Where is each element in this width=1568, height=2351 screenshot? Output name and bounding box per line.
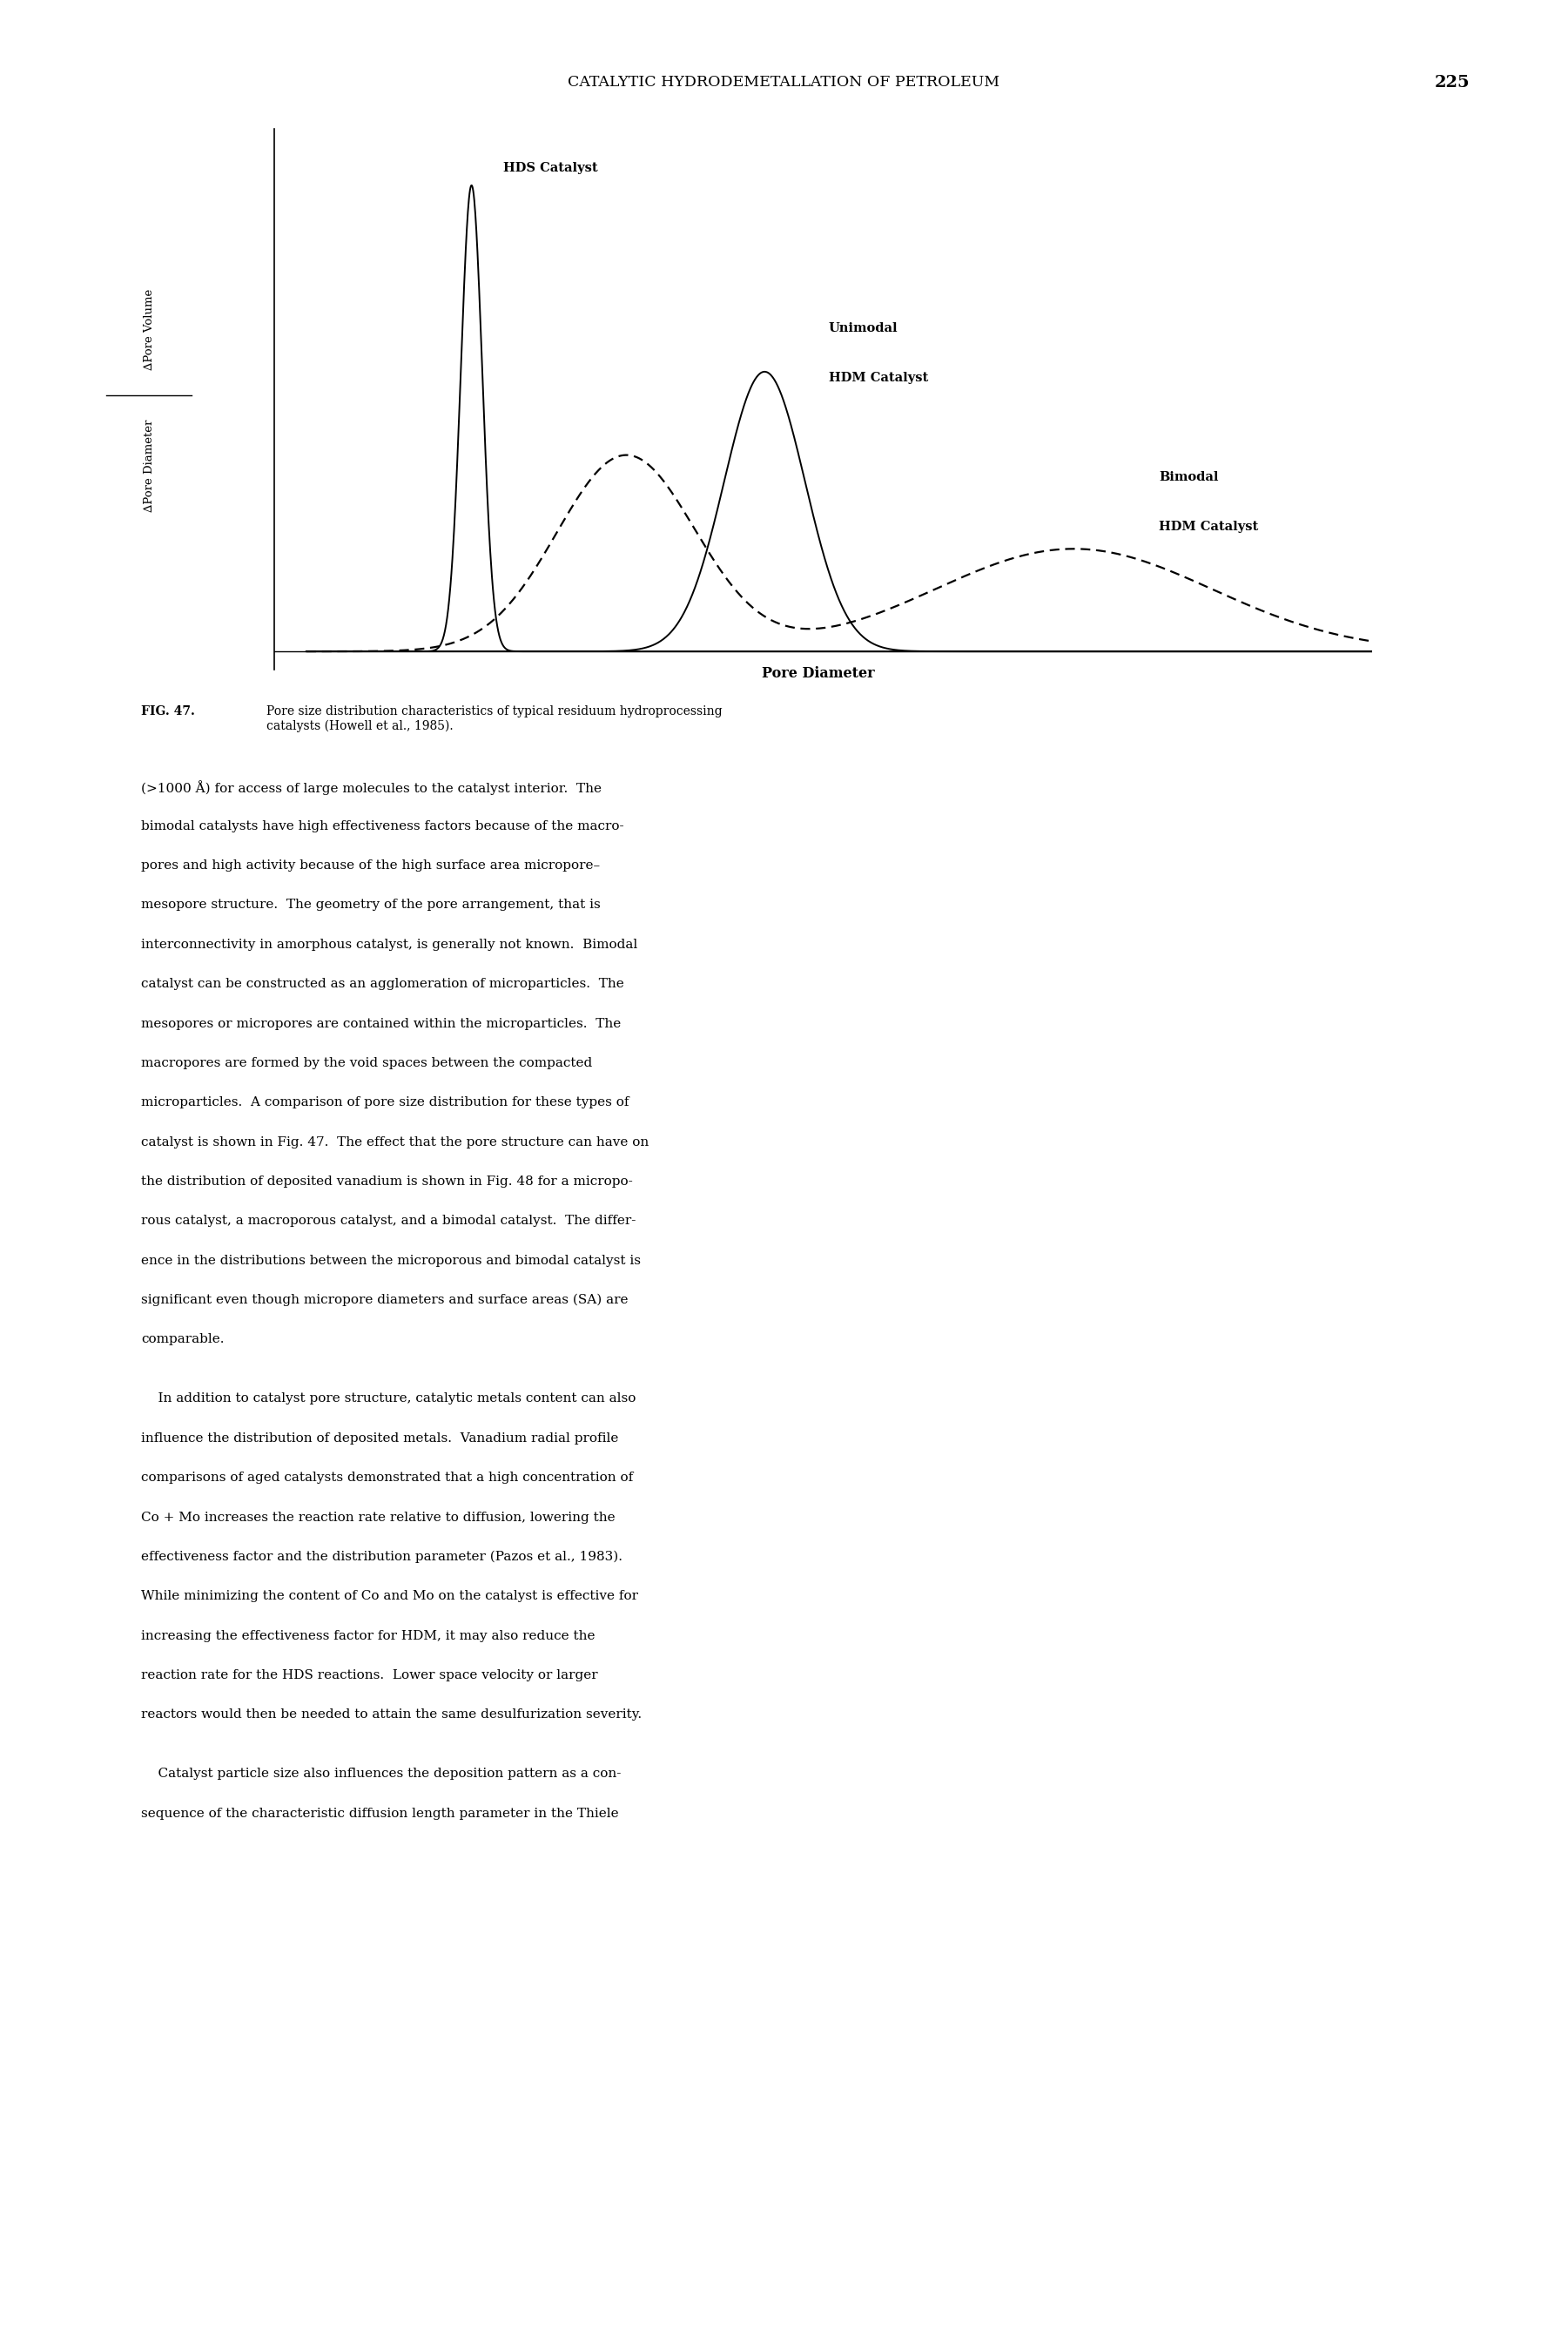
Text: mesopores or micropores are contained within the microparticles.  The: mesopores or micropores are contained wi… bbox=[141, 1018, 621, 1030]
Text: mesopore structure.  The geometry of the pore arrangement, that is: mesopore structure. The geometry of the … bbox=[141, 898, 601, 912]
Text: Unimodal: Unimodal bbox=[828, 322, 898, 334]
Text: pores and high activity because of the high surface area micropore–: pores and high activity because of the h… bbox=[141, 860, 601, 872]
Text: Co + Mo increases the reaction rate relative to diffusion, lowering the: Co + Mo increases the reaction rate rela… bbox=[141, 1512, 615, 1523]
Text: significant even though micropore diameters and surface areas (SA) are: significant even though micropore diamet… bbox=[141, 1293, 629, 1307]
Text: Pore Diameter: Pore Diameter bbox=[762, 665, 875, 682]
Text: sequence of the characteristic diffusion length parameter in the Thiele: sequence of the characteristic diffusion… bbox=[141, 1808, 619, 1820]
Text: Bimodal: Bimodal bbox=[1159, 473, 1218, 484]
Text: reaction rate for the HDS reactions.  Lower space velocity or larger: reaction rate for the HDS reactions. Low… bbox=[141, 1669, 597, 1681]
Text: comparisons of aged catalysts demonstrated that a high concentration of: comparisons of aged catalysts demonstrat… bbox=[141, 1472, 633, 1483]
Text: ence in the distributions between the microporous and bimodal catalyst is: ence in the distributions between the mi… bbox=[141, 1255, 641, 1267]
Text: catalyst is shown in Fig. 47.  The effect that the pore structure can have on: catalyst is shown in Fig. 47. The effect… bbox=[141, 1136, 649, 1147]
Text: HDM Catalyst: HDM Catalyst bbox=[828, 371, 928, 383]
Text: HDM Catalyst: HDM Catalyst bbox=[1159, 522, 1259, 534]
Text: reactors would then be needed to attain the same desulfurization severity.: reactors would then be needed to attain … bbox=[141, 1709, 641, 1721]
Text: increasing the effectiveness factor for HDM, it may also reduce the: increasing the effectiveness factor for … bbox=[141, 1629, 596, 1641]
Text: interconnectivity in amorphous catalyst, is generally not known.  Bimodal: interconnectivity in amorphous catalyst,… bbox=[141, 938, 638, 950]
Text: In addition to catalyst pore structure, catalytic metals content can also: In addition to catalyst pore structure, … bbox=[141, 1392, 637, 1406]
Text: ∆Pore Diameter: ∆Pore Diameter bbox=[143, 418, 155, 513]
Text: effectiveness factor and the distribution parameter (Pazos et al., 1983).: effectiveness factor and the distributio… bbox=[141, 1552, 622, 1563]
Text: Catalyst particle size also influences the deposition pattern as a con-: Catalyst particle size also influences t… bbox=[141, 1768, 621, 1780]
Text: the distribution of deposited vanadium is shown in Fig. 48 for a micropo-: the distribution of deposited vanadium i… bbox=[141, 1176, 633, 1187]
Text: HDS Catalyst: HDS Catalyst bbox=[503, 162, 597, 174]
Text: 225: 225 bbox=[1435, 75, 1471, 92]
Text: comparable.: comparable. bbox=[141, 1333, 224, 1345]
Text: influence the distribution of deposited metals.  Vanadium radial profile: influence the distribution of deposited … bbox=[141, 1432, 618, 1444]
Text: (>1000 Å) for access of large molecules to the catalyst interior.  The: (>1000 Å) for access of large molecules … bbox=[141, 781, 602, 795]
Text: microparticles.  A comparison of pore size distribution for these types of: microparticles. A comparison of pore siz… bbox=[141, 1096, 629, 1110]
Text: macropores are formed by the void spaces between the compacted: macropores are formed by the void spaces… bbox=[141, 1058, 593, 1070]
Text: ∆Pore Volume: ∆Pore Volume bbox=[143, 289, 155, 369]
Text: rous catalyst, a macroporous catalyst, and a bimodal catalyst.  The differ-: rous catalyst, a macroporous catalyst, a… bbox=[141, 1215, 637, 1227]
Text: catalyst can be constructed as an agglomeration of microparticles.  The: catalyst can be constructed as an agglom… bbox=[141, 978, 624, 990]
Text: While minimizing the content of Co and Mo on the catalyst is effective for: While minimizing the content of Co and M… bbox=[141, 1589, 638, 1603]
Text: CATALYTIC HYDRODEMETALLATION OF PETROLEUM: CATALYTIC HYDRODEMETALLATION OF PETROLEU… bbox=[568, 75, 1000, 89]
Text: FIG. 47.: FIG. 47. bbox=[141, 705, 194, 717]
Text: bimodal catalysts have high effectiveness factors because of the macro-: bimodal catalysts have high effectivenes… bbox=[141, 820, 624, 832]
Text: Pore size distribution characteristics of typical residuum hydroprocessing
catal: Pore size distribution characteristics o… bbox=[267, 705, 723, 731]
